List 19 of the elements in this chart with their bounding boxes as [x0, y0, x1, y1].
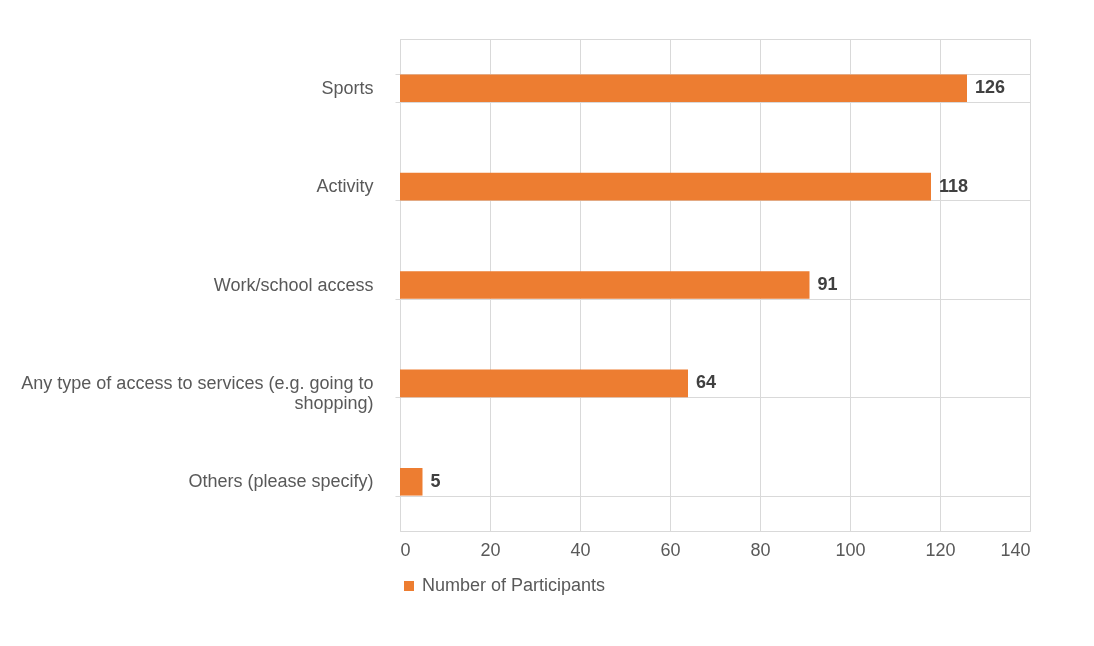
data-label: 64 [696, 372, 717, 393]
x-tick-label: 100 [835, 539, 866, 560]
x-tick-label: 20 [480, 539, 501, 560]
legend-label: Number of Participants [422, 575, 606, 595]
x-tick-label: 40 [570, 539, 591, 560]
data-label: 126 [975, 77, 1006, 98]
y-tick-label: Any type of access to services (e.g. going to shopping) [21, 372, 374, 413]
data-label: 91 [817, 274, 838, 294]
x-tick-label: 60 [660, 539, 681, 560]
x-tick-label: 0 [400, 539, 411, 560]
x-tick-label: 80 [750, 539, 771, 560]
y-tick-label: Work/school access [213, 274, 374, 295]
data-label: 5 [430, 470, 441, 491]
data-label: 118 [939, 175, 969, 196]
x-tick-label: 120 [925, 539, 956, 560]
y-tick-label: Sports [321, 77, 374, 98]
x-tick-label: 140 [1000, 539, 1031, 560]
y-tick-label: Others (please specify) [188, 471, 374, 492]
y-tick-label: Activity [316, 176, 374, 197]
